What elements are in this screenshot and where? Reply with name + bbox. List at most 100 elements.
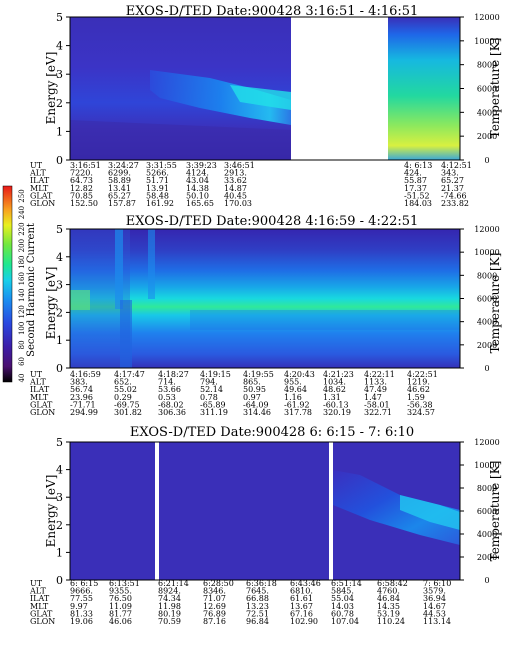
table-cell: 81.77 — [109, 609, 132, 618]
ytick-label: 1 — [56, 334, 63, 347]
table-cell: 50.10 — [186, 191, 209, 200]
table-cell: 55.87 — [404, 176, 427, 185]
panel-2-left-axis: 0 1 2 3 4 5 — [56, 223, 70, 375]
table-cell: 4: 6:13 — [404, 161, 432, 170]
colorbar-tick-label: 160 — [18, 272, 26, 285]
table-cell: 7: 6:10 — [423, 579, 451, 588]
colorbar-tick-label: 100 — [18, 322, 26, 335]
table-row-label: ILAT — [30, 176, 50, 185]
table-cell: 4:22:51 — [407, 370, 438, 379]
table-cell: 6:43:46 — [290, 579, 321, 588]
colorbar-tick-label: 250 — [18, 189, 26, 202]
colorbar-tick-label: 240 — [18, 206, 26, 219]
ytick-label: 2 — [56, 306, 63, 319]
table-cell: 49.64 — [284, 385, 307, 394]
table-cell: 58.89 — [108, 176, 131, 185]
table-cell: -61.92 — [284, 400, 310, 409]
table-cell: 4:12:51 — [441, 161, 472, 170]
colorbar-tick-label: 40 — [18, 374, 26, 383]
table-cell: 306.36 — [158, 408, 186, 417]
table-cell: 714. — [158, 378, 176, 387]
table-cell: -58.01 — [364, 400, 390, 409]
table-cell: 81.33 — [70, 609, 93, 618]
ytick-label: 1 — [56, 125, 63, 138]
table-cell: 65.27 — [108, 191, 131, 200]
table-cell: -56.38 — [407, 400, 433, 409]
table-cell: 8346. — [203, 587, 226, 596]
ytick-label: 1 — [56, 546, 63, 559]
table-cell: 13.41 — [108, 184, 131, 193]
table-cell: 14.67 — [423, 602, 446, 611]
table-row-label: UT — [30, 161, 43, 170]
table-cell: 21.37 — [441, 184, 464, 193]
colorbar: 40 60 80 100 120 140 160 180 200 220 240 250 Second… — [2, 185, 37, 382]
table-cell: 4:19:15 — [200, 370, 231, 379]
table-cell: 11.98 — [158, 602, 181, 611]
table-row-label: GLON — [30, 408, 55, 417]
table-cell: 67.16 — [290, 609, 313, 618]
table-cell: 46.84 — [377, 594, 400, 603]
table-cell: 12.82 — [70, 184, 93, 193]
table-cell: 6810. — [290, 587, 313, 596]
table-cell: 55.02 — [114, 385, 137, 394]
table-cell: 36.94 — [423, 594, 446, 603]
table-cell: -51.52 — [404, 191, 430, 200]
panel-1-plot-area — [69, 16, 461, 161]
table-cell: 4:21:23 — [323, 370, 354, 379]
panel-2-ylabel: Energy [eV] — [44, 267, 58, 340]
table-cell: 3579. — [423, 587, 446, 596]
table-cell: 76.50 — [109, 594, 132, 603]
colorbar-ticks: 40 60 80 100 120 140 160 180 200 220 240 250 — [18, 189, 26, 382]
table-cell: 6:21:14 — [158, 579, 189, 588]
table-cell: 74.34 — [158, 594, 181, 603]
table-cell: 70.85 — [70, 191, 93, 200]
panel-1-ylabel: Energy [eV] — [44, 52, 58, 125]
table-cell: 55.04 — [331, 594, 354, 603]
ytick-label: 3 — [56, 491, 63, 504]
table-row-label: ALT — [29, 169, 46, 178]
y2tick-label: 8000 — [477, 61, 497, 70]
table-cell: 110.24 — [377, 617, 405, 626]
table-cell: 314.46 — [243, 408, 271, 417]
ytick-label: 3 — [56, 279, 63, 292]
table-cell: 61.61 — [290, 594, 313, 603]
y2tick-label: 6000 — [477, 507, 497, 516]
table-cell: 50.95 — [243, 385, 266, 394]
panel-1-left-axis: 0 1 2 3 4 5 — [56, 11, 70, 167]
table-cell: 65.27 — [441, 176, 464, 185]
ytick-label: 2 — [56, 519, 63, 532]
table-cell: 170.03 — [224, 199, 252, 208]
table-row-label: MLT — [30, 393, 49, 402]
y2tick-label: 4000 — [477, 530, 497, 539]
table-row-label: ILAT — [30, 594, 50, 603]
panel-2-title: EXOS-D/TED Date:900428 4:16:59 - 4:22:51 — [126, 214, 419, 229]
table-cell: 13.67 — [290, 602, 313, 611]
y2tick-label: 2000 — [477, 132, 497, 141]
table-cell: 53.19 — [377, 609, 400, 618]
y2tick-label: 2000 — [477, 553, 497, 562]
table-cell: 9666. — [70, 587, 93, 596]
table-cell: -60.13 — [323, 400, 349, 409]
table-cell: 311.19 — [200, 408, 228, 417]
colorbar-label: Second Harmonic Current — [26, 223, 37, 357]
ytick-label: 0 — [56, 362, 63, 375]
table-cell: 102.90 — [290, 617, 318, 626]
table-cell: 33.62 — [224, 176, 247, 185]
table-cell: 1.31 — [323, 393, 341, 402]
panel-3-plot-area — [69, 441, 461, 581]
table-cell: 383. — [70, 378, 88, 387]
table-row-label: GLON — [30, 199, 55, 208]
table-cell: 9355. — [109, 587, 132, 596]
table-cell: 4124. — [186, 169, 209, 178]
table-cell: 1.59 — [407, 393, 425, 402]
table-cell: 794. — [200, 378, 218, 387]
panel-2-plot-area — [69, 228, 461, 369]
ytick-label: 5 — [56, 436, 63, 449]
table-cell: 80.19 — [158, 609, 181, 618]
ytick-label: 4 — [56, 40, 63, 53]
table-cell: 6:13:51 — [109, 579, 140, 588]
table-row-label: GLAT — [30, 191, 53, 200]
table-cell: 152.50 — [70, 199, 98, 208]
colorbar-tick-label: 60 — [18, 357, 26, 366]
